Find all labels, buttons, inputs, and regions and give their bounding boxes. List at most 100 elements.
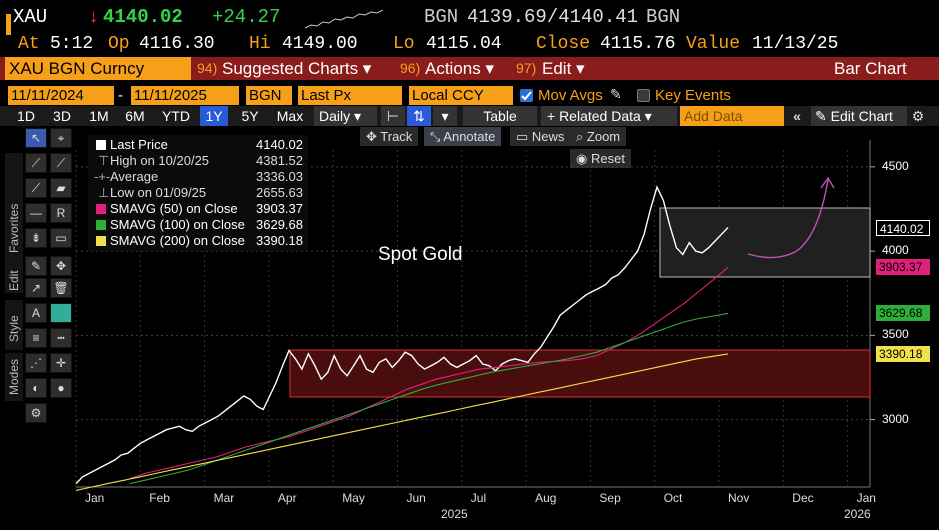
legend-low: ⊥ Low on 01/09/25 2655.63 <box>88 185 308 201</box>
close-value: 4115.76 <box>600 34 676 54</box>
cycle-mode-icon[interactable]: ◐ <box>25 378 47 398</box>
period-1m[interactable]: 1M <box>89 108 109 124</box>
ray-tool-icon[interactable]: ⟋ <box>50 153 72 173</box>
period-1d[interactable]: 1D <box>17 108 35 124</box>
cursor-tool-icon[interactable]: ⌖ <box>50 128 72 148</box>
x-tick-label: May <box>342 491 365 505</box>
security-field[interactable]: XAU BGN Curncy <box>5 57 191 80</box>
annotate-label: Annotate <box>443 129 496 144</box>
channel-tool-icon[interactable]: ▰ <box>50 178 72 198</box>
annotate-button[interactable]: ⤡ Annotate <box>424 127 502 146</box>
ticker-marker <box>6 14 11 35</box>
select-tool-icon[interactable]: ↗ <box>25 278 47 298</box>
period-6m[interactable]: 6M <box>125 108 145 124</box>
period-max[interactable]: Max <box>276 108 304 124</box>
period-1y[interactable]: 1Y <box>200 106 228 126</box>
start-date-field[interactable]: 11/11/2024 <box>8 86 114 105</box>
legend-label: High on 10/20/25 <box>110 153 210 168</box>
bar-style-icon[interactable]: ⊢ <box>381 106 405 126</box>
x-tick-label: Jan <box>85 491 105 505</box>
legend-average: -+- Average 3336.03 <box>88 169 308 185</box>
key-events-checkbox[interactable] <box>637 89 650 102</box>
x-tick-label: Aug <box>535 491 557 505</box>
bid-source: BGN <box>424 6 459 28</box>
x-tick-label: Jan <box>856 491 876 505</box>
collapse-icon[interactable]: « <box>793 108 801 124</box>
edit-chart-button[interactable]: ✎ Edit Chart <box>811 106 907 126</box>
table-button[interactable]: Table <box>463 106 537 126</box>
source-field[interactable]: BGN <box>246 86 292 105</box>
currency-selector[interactable]: Local CCY <box>409 86 513 105</box>
series-line-smavg-200- <box>75 353 729 491</box>
low-value: 4115.04 <box>426 34 502 54</box>
pencil-icon[interactable]: ✎ <box>610 86 622 102</box>
average-marker-icon: -+- <box>94 169 111 184</box>
trash-icon[interactable]: 🗑 <box>50 278 72 298</box>
period-5y[interactable]: 5Y <box>241 108 259 124</box>
rectangle-tool-icon[interactable]: ▭ <box>50 228 72 248</box>
line-weight-icon[interactable]: ≡ <box>25 328 47 348</box>
menu-96-number: 96) <box>400 60 421 76</box>
fill-color-icon[interactable] <box>50 303 72 323</box>
suggested-charts-menu[interactable]: Suggested Charts ▾ <box>222 59 372 78</box>
news-button[interactable]: ▭ News <box>510 127 571 146</box>
period-3d[interactable]: 3D <box>53 108 71 124</box>
low-label: Lo <box>393 34 415 54</box>
fib-tool-icon[interactable]: ⇟ <box>25 228 47 248</box>
settings-gear-icon[interactable]: ⚙ <box>25 403 47 423</box>
hline-tool-icon[interactable]: — <box>25 203 47 223</box>
modes-label: Modes <box>5 353 23 401</box>
chart-annotation[interactable]: Spot Gold <box>378 244 463 265</box>
field-selector[interactable]: Last Px <box>298 86 402 105</box>
brush-tool-icon[interactable]: ✎ <box>25 256 47 276</box>
line-style-icon[interactable]: ┅ <box>50 328 72 348</box>
drawing-toolbar: Favorites Edit Style Modes ↖ ⌖ ⟋ ⟋ ⟋ ▰ —… <box>5 128 75 426</box>
y-tick-label: 3500 <box>882 327 909 342</box>
add-data-input[interactable]: Add Data <box>680 106 784 126</box>
move-tool-icon[interactable]: ✥ <box>50 256 72 276</box>
crosshair-mode-icon[interactable]: ✛ <box>50 353 72 373</box>
legend-label: Average <box>110 169 159 184</box>
net-change: +24.27 <box>212 6 281 28</box>
swatch <box>96 220 106 230</box>
color-palette-icon[interactable]: ● <box>50 378 72 398</box>
swatch <box>96 236 106 246</box>
text-tool-icon[interactable]: A <box>25 303 47 323</box>
track-button[interactable]: ✥ Track <box>360 127 419 146</box>
arrow-head-icon <box>820 176 835 189</box>
x-year-label: 2026 <box>844 507 871 521</box>
favorites-label: Favorites <box>5 153 23 283</box>
legend-high: ⊤ High on 10/20/25 4381.52 <box>88 153 308 169</box>
legend-value: 3336.03 <box>256 169 303 184</box>
pointer-tool-icon[interactable]: ↖ <box>25 128 47 148</box>
swatch <box>96 140 106 150</box>
key-events-label: Key Events <box>655 87 731 104</box>
actions-menu[interactable]: Actions ▾ <box>425 59 495 78</box>
end-date-field[interactable]: 11/11/2025 <box>131 86 239 105</box>
value-tag: 3903.37 <box>876 259 930 276</box>
edit-menu[interactable]: Edit ▾ <box>542 59 585 78</box>
down-arrow-icon: ↓ <box>88 6 100 28</box>
legend-last-price: Last Price 4140.02 <box>88 137 308 153</box>
zoom-button[interactable]: ⌕ Zoom <box>570 127 627 146</box>
candle-style-icon[interactable]: ⇅ <box>407 106 431 126</box>
line-tool-icon[interactable]: ⟋ <box>25 153 47 173</box>
reset-button[interactable]: ◉ Reset <box>570 149 631 168</box>
dotted-mode-icon[interactable]: ⋰ <box>25 353 47 373</box>
related-data-button[interactable]: + Related Data ▾ <box>541 106 677 126</box>
mov-avgs-checkbox[interactable] <box>520 89 533 102</box>
period-ytd[interactable]: YTD <box>162 108 190 124</box>
retracement-tool-icon[interactable]: R <box>50 203 72 223</box>
gear-icon[interactable]: ⚙ <box>911 108 925 124</box>
series-line-smavg-100- <box>129 312 729 485</box>
legend-value: 4381.52 <box>256 153 303 168</box>
range-bar: 11/11/2024 - 11/11/2025 BGN Last Px Loca… <box>0 86 939 106</box>
frequency-dropdown[interactable]: Daily ▾ <box>314 106 377 126</box>
x-tick-label: Oct <box>663 491 683 505</box>
legend-value: 2655.63 <box>256 185 303 200</box>
support-zone-band <box>289 349 871 398</box>
trend-tool-icon[interactable]: ⟋ <box>25 178 47 198</box>
ticker-symbol[interactable]: XAU <box>13 6 48 28</box>
style-dropdown-icon[interactable]: ▾ <box>433 106 457 126</box>
